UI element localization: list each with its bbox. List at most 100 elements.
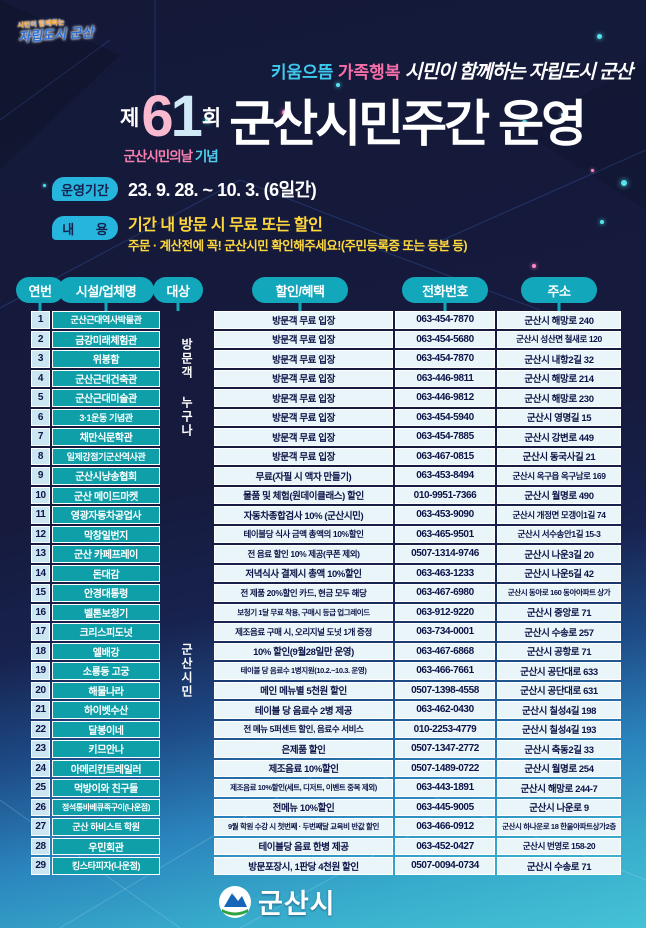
cell-benefit: 무료(자필 시 액자 만들기) — [214, 467, 393, 485]
cell-address: 군산시 번영로 158-20 — [497, 837, 621, 855]
cell-phone: 063-465-9501 — [395, 525, 495, 543]
cell-phone: 0507-0094-0734 — [395, 857, 495, 875]
cell-no: 15 — [31, 584, 50, 602]
cell-no: 26 — [31, 798, 50, 816]
cell-phone: 0507-1489-0722 — [395, 759, 495, 777]
cell-phone: 063-467-6868 — [395, 642, 495, 660]
content-line2: 주문 · 계산전에 꼭! 군산시민 확인해주세요!(주민등록증 또는 등본 등) — [128, 239, 468, 253]
cell-name: 벨톤보청기 — [52, 603, 160, 621]
column-header-phone: 전화번호 — [402, 277, 488, 303]
cell-no: 25 — [31, 779, 50, 797]
cell-benefit: 전 제품 20%할인 카드, 현금 모두 해당 — [214, 584, 393, 602]
decor-dot — [591, 169, 594, 172]
decor-dot — [600, 220, 604, 224]
cell-benefit: 테이블 당 음료수 1병지원(10.2.~10.3. 운영) — [214, 662, 393, 680]
cell-name: 킹스타피자(나운점) — [52, 857, 160, 875]
cell-address: 군산시 중앙로 71 — [497, 603, 621, 621]
cell-name: 금강미래체험관 — [52, 330, 160, 348]
page-title: 군산시민주간 운영 — [229, 96, 587, 152]
footer-city-name: 군산시 — [258, 889, 336, 919]
cell-address: 군산시 월명로 254 — [497, 759, 621, 777]
column-header-address: 주소 — [521, 277, 597, 303]
cell-no: 18 — [31, 642, 50, 660]
decor-dot — [282, 110, 287, 115]
cell-name: 안경대통령 — [52, 584, 160, 602]
cell-phone: 063-734-0001 — [395, 623, 495, 641]
title-edition: 제 61 회 군산시민의날 기념 — [120, 88, 222, 165]
cell-name: 채만식문학관 — [52, 428, 160, 446]
cell-benefit: 방문객 무료 입장 — [214, 369, 393, 387]
cell-benefit: 방문객 무료 입장 — [214, 428, 393, 446]
cell-phone: 063-462-0430 — [395, 701, 495, 719]
cell-address: 군산시 수송로 257 — [497, 623, 621, 641]
cell-address: 군산시 해망로 240 — [497, 311, 621, 329]
cell-benefit: 물품 및 체험(원데이클래스) 할인 — [214, 486, 393, 504]
cell-name: 위봉함 — [52, 350, 160, 368]
cell-no: 11 — [31, 506, 50, 524]
cell-address: 군산시 나운로 9 — [497, 798, 621, 816]
cell-phone: 063-454-7870 — [395, 311, 495, 329]
period-badge: 운영기간 — [52, 177, 118, 201]
cell-no: 7 — [31, 428, 50, 446]
tagline-script: 시민이 함께하는 자립도시 군산 — [404, 62, 633, 83]
cell-phone: 063-453-9090 — [395, 506, 495, 524]
cell-phone: 063-466-7661 — [395, 662, 495, 680]
cell-name: 하이벳수산 — [52, 701, 160, 719]
gunsan-brand-logo: 시민이 함께하는 자립도시 군산 — [17, 17, 94, 46]
cell-name: 군산근대역사박물관 — [52, 311, 160, 329]
cell-name: 군산시낭송협회 — [52, 467, 160, 485]
cell-address: 군산시 서수송안1길 15-3 — [497, 525, 621, 543]
column-header-no: 연번 — [16, 277, 64, 303]
cell-no: 3 — [31, 350, 50, 368]
benefits-table: 1 군산근대역사박물관 방문객 무료 입장 063-454-7870 군산시 해망로 2… — [31, 311, 621, 875]
cell-no: 14 — [31, 564, 50, 582]
cell-name: 정석통바베큐족구이(나운점) — [52, 798, 160, 816]
cell-no: 1 — [31, 311, 50, 329]
cell-phone: 063-466-0912 — [395, 818, 495, 836]
title-prefix: 제 — [120, 106, 140, 130]
cell-address: 군산시 칠성4길 193 — [497, 720, 621, 738]
cell-no: 2 — [31, 330, 50, 348]
cell-phone: 010-9951-7366 — [395, 486, 495, 504]
cell-name: 우민회관 — [52, 837, 160, 855]
cell-address: 군산시 수송로 71 — [497, 857, 621, 875]
cell-benefit: 방문객 무료 입장 — [214, 330, 393, 348]
cell-address: 군산시 공항로 71 — [497, 642, 621, 660]
cell-phone: 063-454-5680 — [395, 330, 495, 348]
cell-name: 군산근대건축관 — [52, 369, 160, 387]
cell-address: 군산시 동아로 160 동아아파트 상가 — [497, 584, 621, 602]
title-suffix: 회 — [201, 106, 222, 130]
cell-address: 군산시 영명길 15 — [497, 408, 621, 426]
cell-benefit: 자동차종합검사 10% (군산시민) — [214, 506, 393, 524]
tagline-family: 가족행복 — [337, 63, 401, 82]
decor-dot — [486, 66, 490, 70]
cell-no: 10 — [31, 486, 50, 504]
cell-address: 군산시 월명로 490 — [497, 486, 621, 504]
cell-benefit: 10% 할인(9월28일만 운영) — [214, 642, 393, 660]
cell-benefit: 제조음료 10%할인 — [214, 759, 393, 777]
cell-name: 막창일번지 — [52, 525, 160, 543]
cell-benefit: 메인 메뉴별 5천원 할인 — [214, 681, 393, 699]
gunsan-city-emblem-icon — [219, 885, 251, 918]
cell-address: 군산시 해망로 244-7 — [497, 779, 621, 797]
decor-dot — [621, 180, 627, 186]
cell-name: 군산근대미술관 — [52, 389, 160, 407]
decor-dot — [43, 184, 46, 187]
cell-no: 4 — [31, 369, 50, 387]
decor-dot — [561, 113, 565, 117]
cell-name: 영광자동차공업사 — [52, 506, 160, 524]
cell-address: 군산시 옥구읍 옥구남로 169 — [497, 467, 621, 485]
cell-no: 21 — [31, 701, 50, 719]
cell-benefit: 방문포장시, 1판당 4천원 할인 — [214, 857, 393, 875]
cell-no: 12 — [31, 525, 50, 543]
cell-phone: 063-912-9220 — [395, 603, 495, 621]
cell-no: 23 — [31, 740, 50, 758]
cell-benefit: 전메뉴 10%할인 — [214, 798, 393, 816]
cell-name: 달봉이네 — [52, 720, 160, 738]
cell-target-group: 군산시민 — [179, 642, 194, 699]
cell-no: 20 — [31, 681, 50, 699]
cell-address: 군산시 강변로 449 — [497, 428, 621, 446]
cell-phone: 0507-1314-9746 — [395, 545, 495, 563]
cell-name: 군산 하비스트 학원 — [52, 818, 160, 836]
